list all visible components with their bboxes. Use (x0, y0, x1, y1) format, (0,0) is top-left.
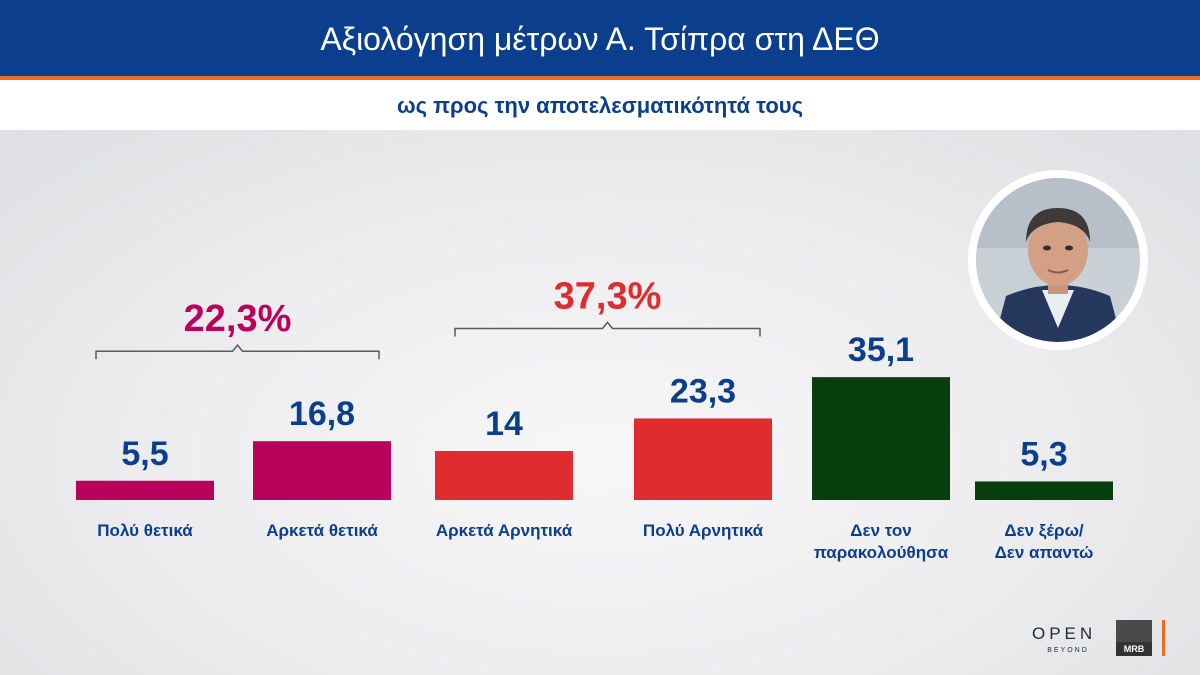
subtitle-band (0, 80, 1200, 130)
bar-chart: 5,5 Πολύ θετικά 16,8 Αρκετά θετικά 14 Αρκετά … (76, 275, 1113, 562)
bar-2 (253, 441, 391, 500)
bar-3 (435, 451, 573, 500)
group-bracket-1 (95, 344, 380, 360)
category-label-2: Αρκετά θετικά (266, 521, 378, 540)
mrb-logo: MRB (1116, 620, 1152, 656)
group-brackets-layer (95, 321, 761, 360)
labels-layer: 5,5 Πολύ θετικά 16,8 Αρκετά θετικά 14 Αρκετά … (97, 275, 1093, 562)
politician-portrait-icon (976, 178, 1140, 342)
category-label-6: Δεν ξέρω/Δεν απαντώ (995, 521, 1094, 562)
bar-6 (975, 481, 1113, 500)
group-total-label-2: 37,3% (554, 275, 662, 317)
category-label-4: Πολύ Αρνητικά (643, 521, 764, 540)
open-logo: OPEN BEYOND (1032, 624, 1104, 664)
bar-1 (76, 480, 214, 500)
value-label-4: 23,3 (670, 372, 736, 410)
bars-layer (76, 377, 1113, 500)
value-label-1: 5,5 (121, 435, 168, 473)
chart-title: Αξιολόγηση μέτρων Α. Τσίπρα στη ΔΕΘ (320, 21, 880, 57)
category-label-3: Αρκετά Αρνητικά (436, 521, 573, 540)
value-label-2: 16,8 (289, 395, 355, 433)
header-band (0, 0, 1200, 76)
category-label-5: Δεν τον παρακολούθησα (814, 521, 949, 562)
mrb-logo-text: MRB (1123, 644, 1145, 654)
open-logo-tagline: BEYOND (1047, 647, 1089, 654)
bar-5 (812, 377, 950, 500)
open-logo-word: OPEN (1032, 624, 1097, 643)
value-label-5: 35,1 (848, 331, 914, 369)
group-total-label-1: 22,3% (184, 298, 292, 340)
value-label-6: 5,3 (1020, 435, 1067, 473)
header-accent-stripe (0, 76, 1200, 80)
bar-4 (634, 418, 772, 500)
group-bracket-2 (454, 321, 761, 337)
portrait-frame (968, 170, 1148, 350)
chart-subtitle: ως προς την αποτελεσματικότητά τους (396, 93, 804, 118)
category-label-1: Πολύ θετικά (97, 521, 193, 540)
value-label-3: 14 (485, 405, 523, 443)
logo-accent-line (1162, 620, 1165, 656)
